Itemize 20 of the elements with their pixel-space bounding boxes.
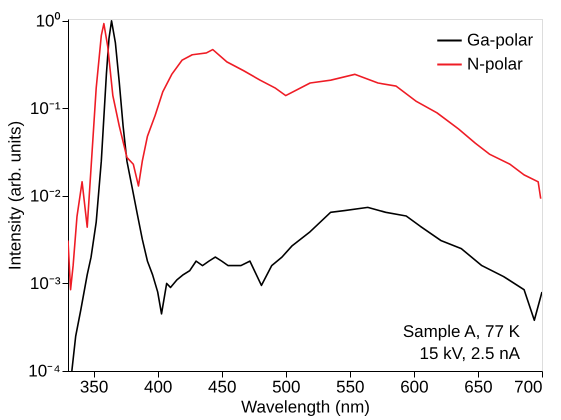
annotation: 15 kV, 2.5 nA — [419, 344, 521, 363]
x-tick-label: 550 — [336, 378, 365, 396]
y-tick-label: 10⁻¹ — [30, 98, 61, 118]
legend-label: Ga-polar — [467, 30, 534, 50]
y-tick-label: 10⁻³ — [30, 274, 61, 293]
x-tick-label: 400 — [144, 378, 172, 396]
x-tick-label: 500 — [272, 378, 300, 396]
x-tick-label: 450 — [208, 378, 236, 396]
x-tick-label: 600 — [400, 378, 429, 396]
y-axis-title: Intensity (arb. units) — [5, 120, 24, 270]
x-tick-label: 650 — [464, 378, 493, 396]
x-axis-title: Wavelength (nm) — [241, 398, 370, 416]
line-series — [68, 22, 542, 290]
y-tick-label: 10⁻⁴ — [28, 362, 60, 380]
x-tick-label: 350 — [80, 378, 108, 396]
x-tick-label: 700 — [514, 378, 542, 396]
y-tick-label: 10⁻² — [30, 186, 61, 206]
y-tick-label: 10⁰ — [36, 11, 60, 30]
annotation: Sample A, 77 K — [402, 322, 521, 341]
legend-label: N-polar — [467, 54, 524, 74]
